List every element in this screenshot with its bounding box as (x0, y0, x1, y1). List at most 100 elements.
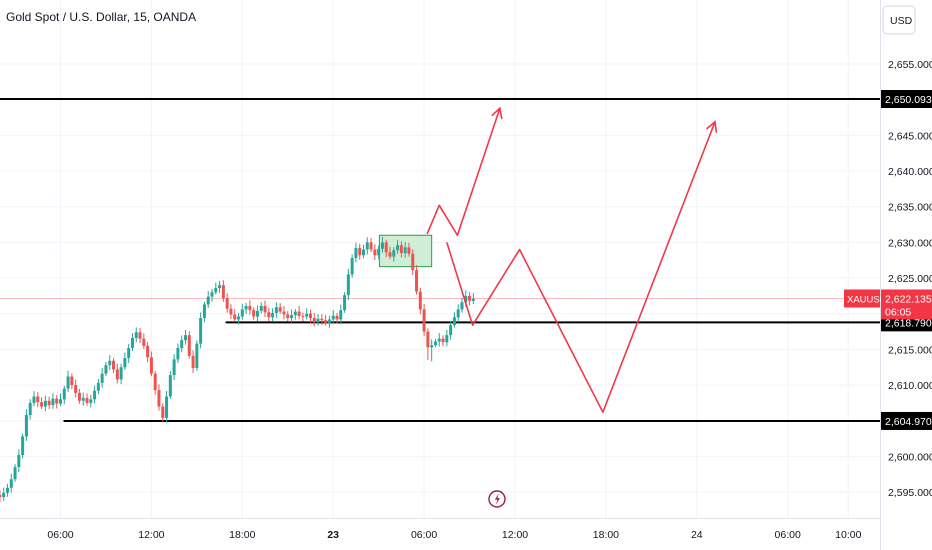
candle-body (66, 376, 70, 389)
candle-body (62, 388, 66, 400)
y-tick-label: 2,640.000 (888, 166, 932, 178)
x-tick-label: 10:00 (835, 529, 861, 541)
y-tick-label: 2,615.000 (888, 344, 932, 356)
candle-body (85, 397, 89, 403)
lightning-icon[interactable] (488, 490, 506, 508)
level-badge-label: 2,650.093 (885, 94, 932, 106)
candle-body (2, 492, 6, 498)
candle-body (308, 313, 312, 319)
candle-body (74, 385, 78, 393)
candle-body (142, 338, 146, 346)
y-tick-label: 2,595.000 (888, 487, 932, 499)
x-tick-label: 12:00 (138, 529, 164, 541)
currency-label: USD (890, 15, 913, 27)
candle-body (430, 345, 434, 348)
time-axis[interactable]: 06:00 12:00 18:00 23 06:00 12:00 18:00 24 06:00 1… (0, 518, 880, 542)
candle-body (77, 392, 81, 401)
candle-body (240, 309, 244, 317)
candle-body (350, 258, 354, 275)
candle-body (153, 373, 157, 391)
x-tick-label: 06:00 (411, 529, 437, 541)
candle-body (407, 247, 411, 254)
candle-body (36, 396, 40, 403)
candles (0, 236, 475, 502)
level-lines (0, 98, 880, 422)
chart-title: Gold Spot / U.S. Dollar, 15, OANDA (6, 10, 196, 24)
x-tick-label: 18:00 (229, 529, 255, 541)
candle-body (301, 315, 305, 317)
candle-body (47, 400, 51, 406)
candle-body (202, 304, 206, 319)
chart-grid (0, 0, 880, 518)
candle-body (377, 248, 381, 256)
candle-body (187, 335, 191, 356)
candle-body (464, 295, 468, 303)
candle-body (100, 373, 104, 383)
candle-body (206, 296, 210, 305)
candle-body (384, 242, 388, 253)
candle-body (0, 494, 2, 498)
x-tick-label: 06:00 (775, 529, 801, 541)
candle-body (399, 245, 403, 254)
candle-body (32, 396, 36, 403)
symbol-label: XAUUSD (847, 294, 887, 305)
candle-body (248, 305, 252, 311)
candle-body (40, 402, 44, 407)
candle-body (161, 406, 165, 418)
candle-body (365, 242, 369, 250)
countdown-label: 06:05 (885, 306, 911, 318)
candle-body (471, 298, 475, 301)
candle-body (252, 310, 256, 317)
candle-body (327, 319, 331, 324)
candle-body (104, 365, 108, 374)
candle-body (70, 376, 74, 386)
price-axis[interactable]: 2,655.0002,650.0002,645.0002,640.0002,63… (844, 0, 932, 550)
y-tick-label: 2,630.000 (888, 237, 932, 249)
candle-body (354, 248, 358, 259)
y-tick-label: 2,645.000 (888, 130, 932, 142)
candle-body (449, 325, 453, 336)
candle-body (134, 332, 138, 338)
candle-body (127, 347, 131, 358)
y-tick-label: 2,655.000 (888, 59, 932, 71)
candle-body (176, 347, 180, 360)
x-tick-label: 18:00 (593, 529, 619, 541)
candle-body (274, 307, 278, 314)
candle-body (456, 309, 460, 318)
candle-body (369, 242, 373, 250)
level-badge (881, 411, 932, 430)
candle-body (380, 242, 384, 249)
candle-body (43, 400, 47, 407)
y-tick-label: 2,610.000 (888, 380, 932, 392)
candle-body (89, 399, 93, 403)
x-tick-label: 12:00 (502, 529, 528, 541)
candle-body (460, 302, 464, 310)
candle-body (320, 318, 324, 321)
candle-body (373, 249, 377, 256)
candle-body (388, 252, 392, 257)
candle-body (218, 285, 222, 289)
currency-button[interactable]: USD (882, 5, 916, 35)
candle-body (343, 295, 347, 311)
candle-body (55, 398, 59, 404)
candle-body (9, 479, 13, 488)
candle-body (214, 288, 218, 293)
candle-body (149, 357, 153, 374)
candle-body (225, 298, 229, 309)
candle-body (297, 311, 301, 316)
candle-body (24, 415, 28, 437)
candle-body (422, 309, 426, 332)
candle-body (93, 390, 97, 400)
candle-body (433, 341, 437, 346)
x-tick-label: 06:00 (47, 529, 73, 541)
candle-body (290, 315, 294, 319)
projection-arrowhead (706, 120, 718, 133)
candle-body (426, 331, 430, 348)
y-tick-label: 2,625.000 (888, 273, 932, 285)
candle-body (286, 314, 290, 319)
candle-body (195, 343, 199, 368)
candle-body (244, 305, 248, 310)
candle-body (233, 314, 237, 320)
projection-path (426, 107, 501, 237)
